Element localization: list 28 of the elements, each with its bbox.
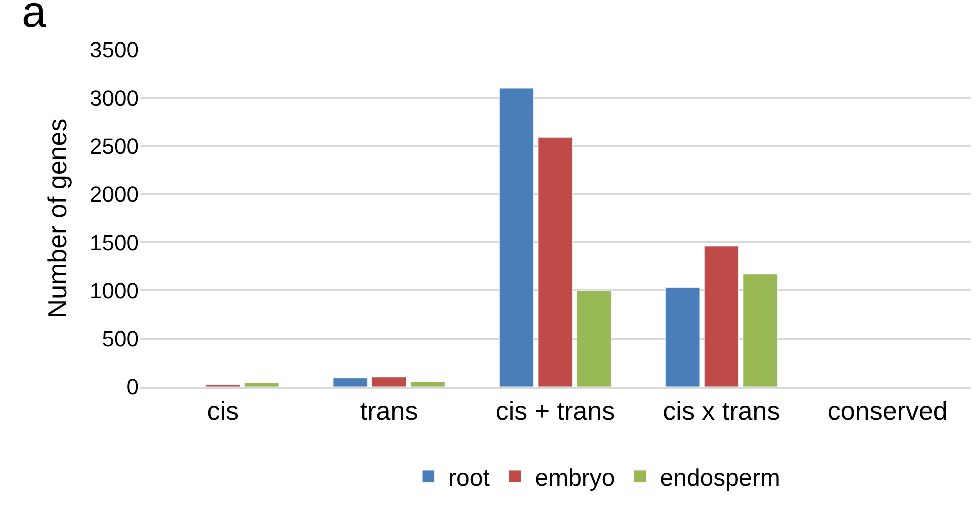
x-tick-label: cis [207,396,239,426]
x-tick-label: cis + trans [496,396,616,426]
x-tick-label: cis x trans [663,396,780,426]
y-tick-label: 2000 [90,182,139,208]
bar [538,137,573,387]
bar [499,88,534,387]
y-axis-title: Number of genes [42,118,72,318]
legend-label: root [448,464,490,492]
x-tick-label: trans [360,396,418,426]
y-tick-label: 500 [102,326,139,352]
x-tick-label: conserved [828,396,948,426]
y-tick-label: 0 [126,374,139,400]
bar [576,290,612,387]
legend-label: embryo [535,464,616,492]
y-tick-label: 1000 [90,278,139,304]
legend-label: endosperm [660,464,780,492]
bar [743,274,778,387]
bar [333,378,368,387]
bar [704,246,740,387]
y-tick-label: 1500 [90,230,139,256]
bar [666,288,700,387]
bar [244,382,280,387]
bar [372,377,407,387]
y-tick-label: 3000 [90,86,139,111]
bar [410,382,446,387]
y-tick-label: 2500 [90,134,139,159]
y-tick-label: 3500 [90,38,139,63]
text: a [22,0,47,37]
